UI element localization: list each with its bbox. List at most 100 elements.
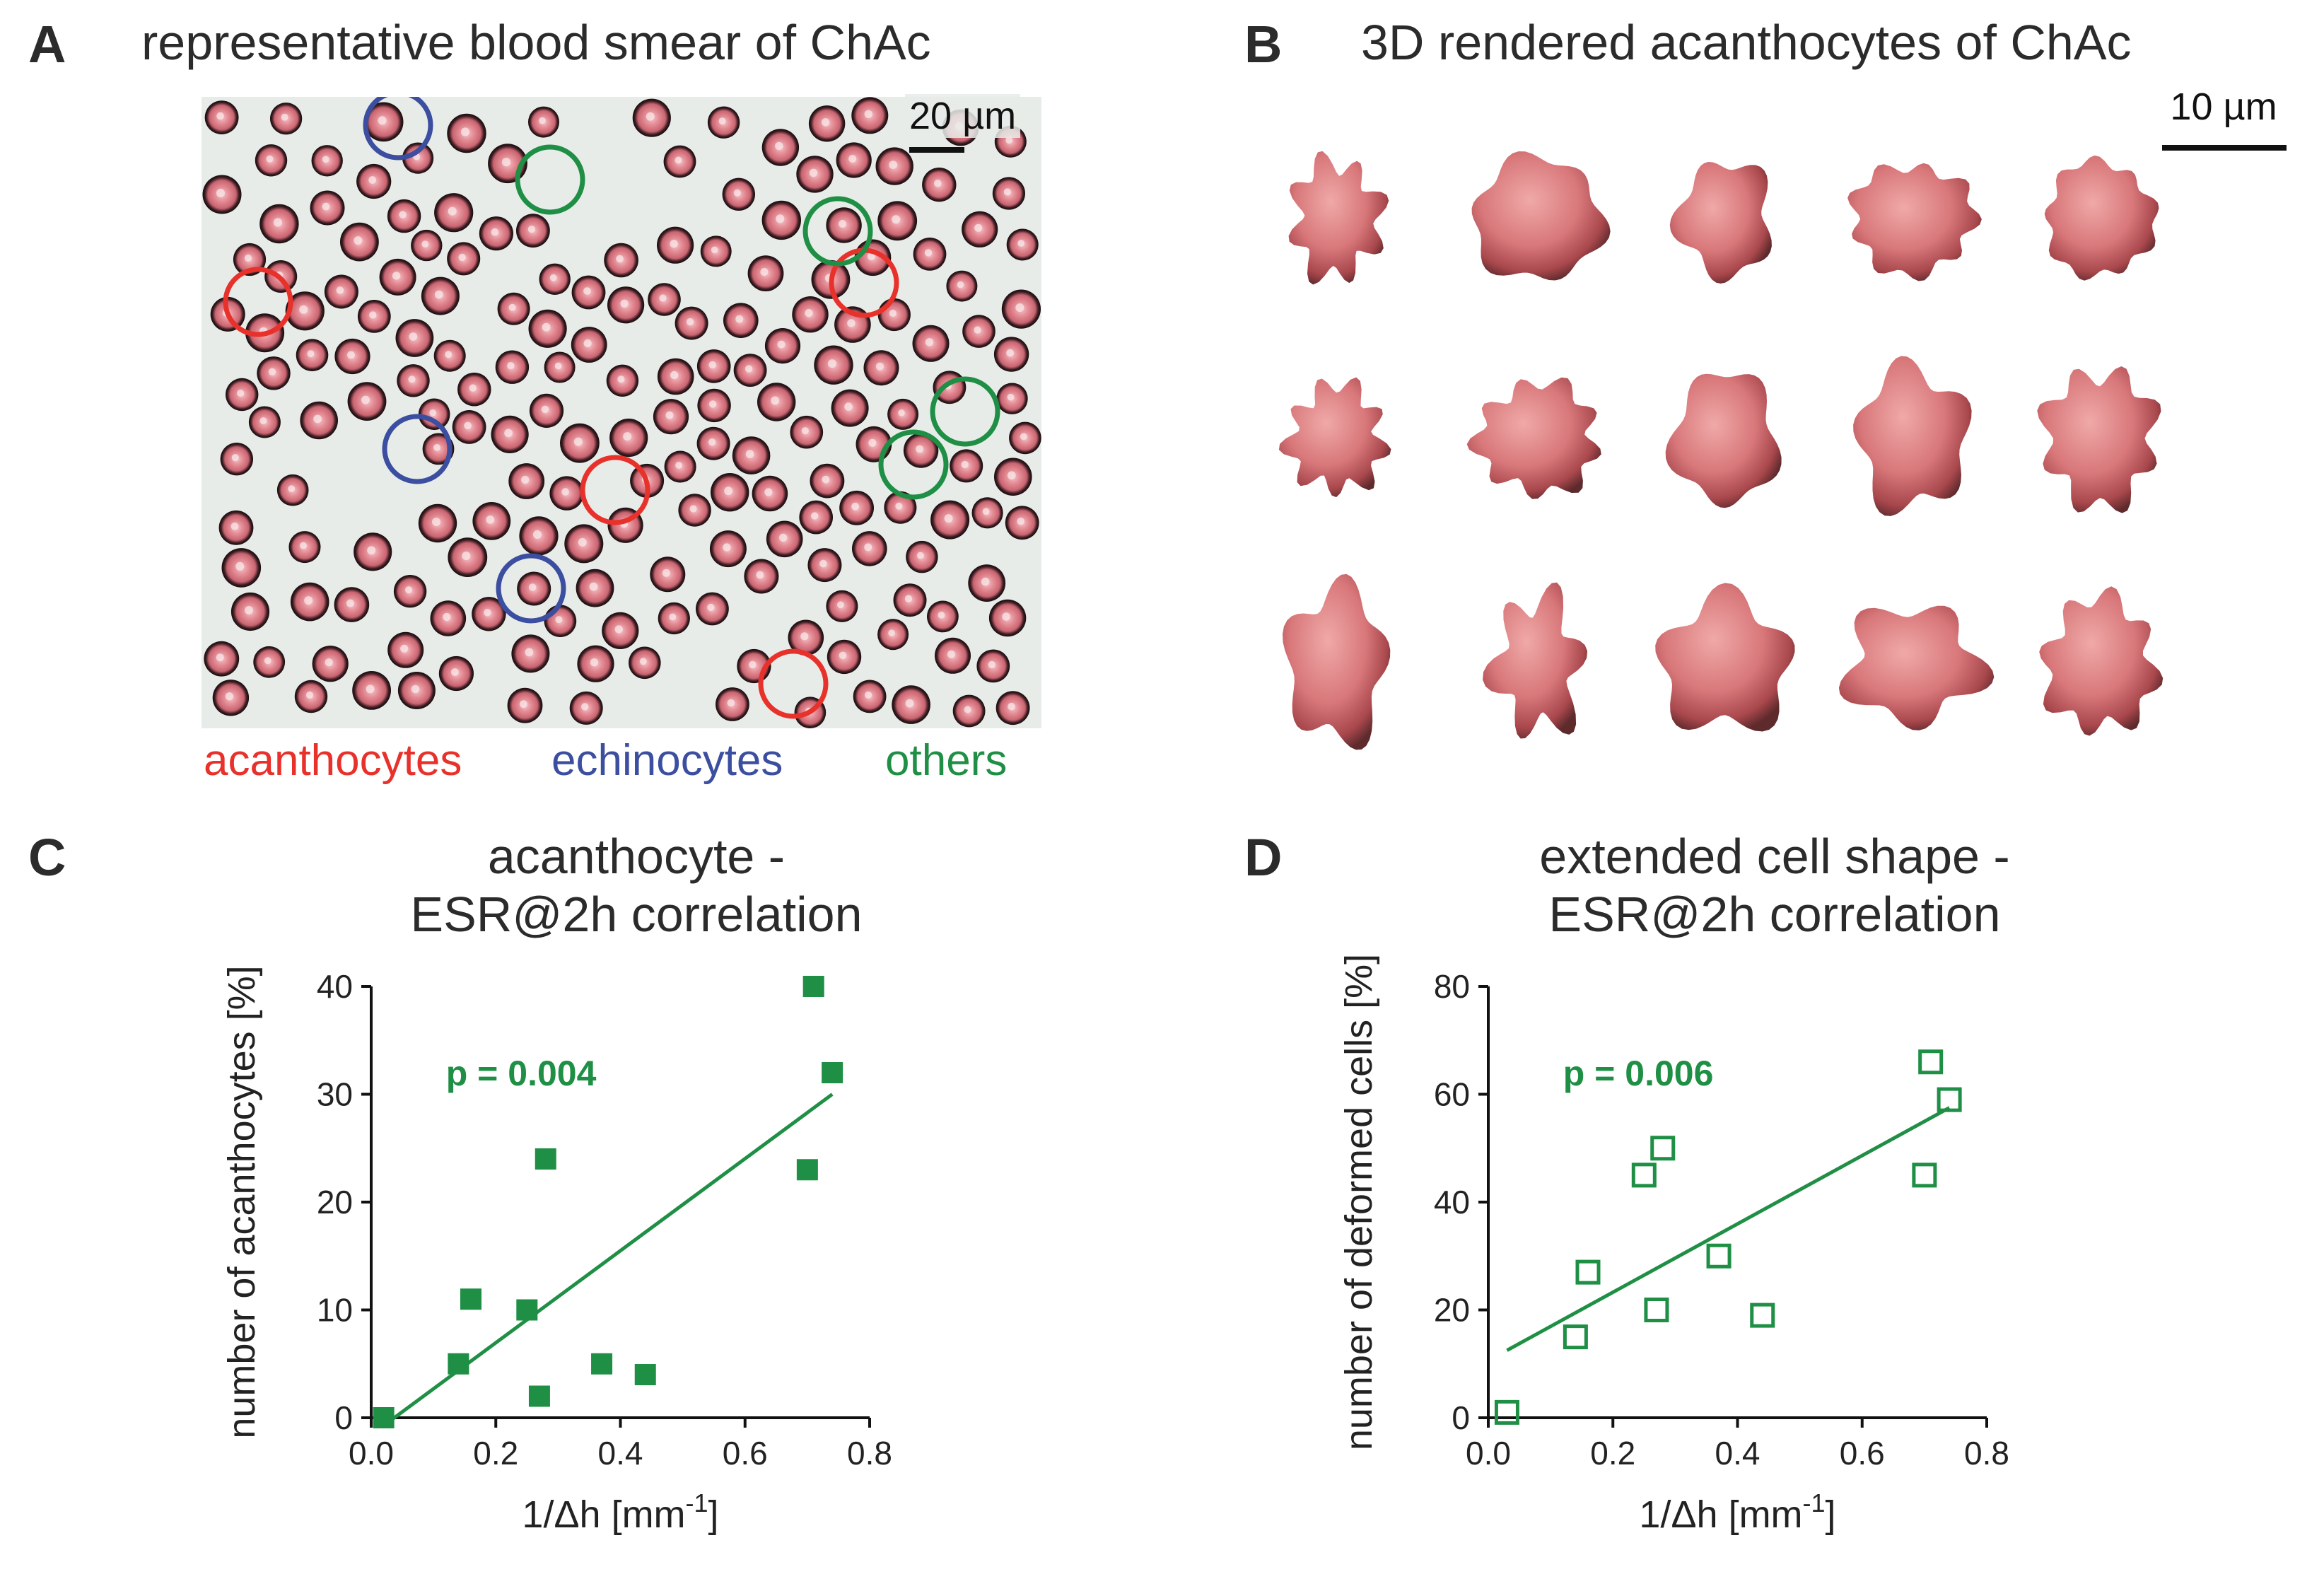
cell-pallor: [1003, 188, 1011, 196]
cell-pallor: [313, 414, 322, 424]
cell-pallor: [288, 485, 296, 493]
rendered-acanthocyte: [1847, 163, 1982, 281]
scale-bar-b-label: 10 µm: [2170, 86, 2277, 128]
cell-pallor: [708, 400, 717, 408]
cell-pallor: [549, 274, 557, 281]
x-tick-label: 0.6: [1840, 1435, 1885, 1471]
rendered-cells: [1278, 151, 2164, 750]
cell-pallor: [675, 156, 682, 164]
cell-pallor: [669, 613, 677, 621]
cell-pallor: [888, 629, 895, 636]
cell-pallor: [528, 583, 537, 591]
cell-pallor: [848, 155, 857, 163]
cell-pallor: [711, 246, 718, 254]
cell-pallor: [947, 650, 956, 658]
cell-pallor: [462, 552, 471, 561]
cell-pallor: [361, 395, 370, 404]
cell-pallor: [844, 402, 853, 411]
panel-d-title-line1: extended cell shape -: [1539, 829, 2010, 884]
cell-pallor: [322, 202, 330, 211]
legend-others: others: [885, 735, 1007, 786]
y-tick-label: 20: [1434, 1292, 1470, 1329]
cell-pallor: [614, 625, 623, 634]
scale-bar-a-label: 20 µm: [905, 94, 1021, 138]
cell-pallor: [1005, 136, 1013, 144]
cell-pallor: [458, 253, 466, 262]
data-point: [1494, 1399, 1519, 1425]
data-point: [528, 1385, 550, 1407]
rendered-acanthocyte: [1838, 605, 1995, 730]
cell-pallor: [578, 537, 587, 547]
rendered-acanthocyte: [1853, 356, 1972, 516]
panel-c-title-line2: ESR@2h correlation: [410, 887, 863, 942]
x-tick-label: 0.6: [723, 1435, 768, 1471]
cell-pallor: [421, 240, 429, 247]
panel-a-title: representative blood smear of ChAc: [141, 15, 931, 70]
data-point: [802, 976, 824, 997]
cell-pallor: [216, 653, 224, 662]
cell-pallor: [589, 582, 598, 591]
data-point: [1650, 1136, 1676, 1161]
other-cell-marker: [930, 376, 1000, 447]
cell-pallor: [708, 438, 716, 446]
cell-pallor: [230, 522, 239, 530]
x-tick-label: 0.2: [473, 1435, 518, 1471]
cell-pallor: [723, 543, 731, 552]
cell-pallor: [1015, 303, 1024, 313]
cell-pallor: [561, 488, 569, 496]
cell-pallor: [801, 427, 809, 435]
y-axis-label: number of deformed cells [%]: [1338, 954, 1380, 1450]
cell-pallor: [268, 368, 276, 375]
cell-pallor: [525, 648, 534, 657]
cell-pallor: [686, 317, 694, 326]
cell-markers: [223, 90, 1000, 719]
cell-pallor: [974, 223, 983, 232]
cell-pallor: [925, 338, 934, 346]
acanthocyte-marker: [758, 648, 829, 719]
cell-pallor: [876, 362, 884, 371]
panel-c-title-line1: acanthocyte -: [487, 829, 786, 884]
y-tick-label: 30: [317, 1076, 353, 1113]
x-tick-label: 0.8: [1964, 1435, 2009, 1471]
panel-d-title: extended cell shape - ESR@2h correlation: [1456, 827, 2093, 943]
cell-pallor: [486, 515, 495, 524]
data-point: [516, 1299, 538, 1321]
cell-pallor: [273, 218, 282, 227]
cell-pallor: [659, 294, 667, 302]
rendered-acanthocyte: [1466, 377, 1601, 499]
cell-pallor: [837, 601, 844, 609]
data-point: [591, 1353, 613, 1375]
cell-pallor: [805, 309, 813, 317]
cell-pallor: [868, 438, 877, 447]
cell-pallor: [771, 396, 780, 405]
panel-label-c: C: [28, 828, 66, 887]
cell-pallor: [735, 315, 744, 323]
cell-pallor: [225, 692, 234, 701]
cell-pallor: [809, 168, 818, 177]
other-cell-marker: [878, 429, 949, 500]
x-tick-label: 0.8: [847, 1435, 892, 1471]
cell-pallor: [839, 651, 847, 660]
cell-pallor: [555, 616, 563, 624]
echinocyte-marker: [382, 414, 452, 484]
cell-pallor: [904, 595, 913, 602]
cell-pallor: [491, 228, 499, 236]
cell-pallor: [322, 156, 329, 163]
cell-pallor: [448, 206, 457, 216]
cell-pallor: [581, 703, 589, 711]
cell-pallor: [266, 155, 274, 163]
cell-pallor: [244, 254, 252, 262]
cell-pallor: [616, 255, 624, 263]
legend-echinocytes: echinocytes: [551, 735, 783, 786]
cell-pallor: [469, 384, 477, 392]
panel-c-title: acanthocyte - ESR@2h correlation: [339, 827, 933, 943]
cell-pallor: [1002, 612, 1010, 621]
cell-pallor: [583, 287, 591, 295]
p-value-annotation: p = 0.006: [1563, 1054, 1714, 1093]
cell-pallor: [369, 311, 377, 319]
acanthocyte-marker: [223, 267, 293, 337]
cell-pallor: [811, 512, 819, 520]
rendered-acanthocyte: [1483, 582, 1588, 739]
rendered-acanthocyte: [1278, 377, 1391, 498]
cell-pallor: [964, 706, 971, 713]
